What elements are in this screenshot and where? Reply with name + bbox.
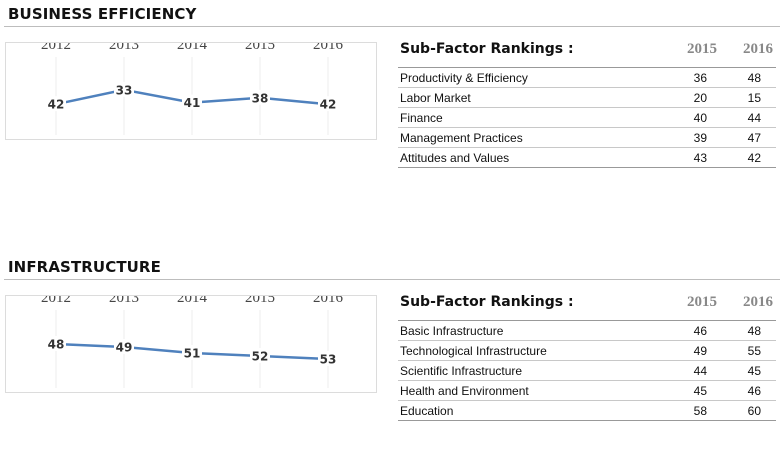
rank-2016: 45 bbox=[747, 364, 761, 378]
rank-2015: 44 bbox=[693, 364, 707, 378]
section-title: BUSINESS EFFICIENCY bbox=[8, 5, 197, 23]
table-row: Basic Infrastructure 46 48 bbox=[398, 321, 776, 341]
subfactor-name: Education bbox=[400, 404, 454, 418]
x-tick-label: 2014 bbox=[177, 43, 208, 53]
table-row: Finance 40 44 bbox=[398, 108, 776, 128]
table-row: Education 58 60 bbox=[398, 401, 776, 421]
x-tick-label: 2013 bbox=[109, 43, 139, 53]
rank-2016: 55 bbox=[747, 344, 761, 358]
table-row: Technological Infrastructure 49 55 bbox=[398, 341, 776, 361]
data-label: 42 bbox=[320, 98, 337, 112]
subfactor-name: Finance bbox=[400, 111, 443, 125]
data-label: 41 bbox=[184, 96, 201, 110]
rank-2016: 44 bbox=[747, 111, 761, 125]
data-label-bg bbox=[114, 81, 134, 97]
rank-2015: 46 bbox=[693, 324, 707, 338]
rank-2015: 39 bbox=[693, 131, 707, 145]
data-label-bg bbox=[46, 96, 66, 112]
section-title: INFRASTRUCTURE bbox=[8, 258, 161, 276]
rank-2016: 60 bbox=[747, 404, 761, 418]
subfactor-name: Basic Infrastructure bbox=[400, 324, 504, 338]
year-header-2016: 2016 bbox=[743, 294, 773, 310]
data-label: 38 bbox=[252, 91, 269, 105]
rank-2015: 45 bbox=[693, 384, 707, 398]
x-tick-label: 2016 bbox=[313, 296, 344, 306]
year-header-2016: 2016 bbox=[743, 41, 773, 57]
table-row: Labor Market 20 15 bbox=[398, 88, 776, 108]
chart-svg: 2012 2013 2014 2015 2016 42 33 41 38 42 bbox=[41, 43, 344, 135]
rank-2015: 58 bbox=[693, 404, 707, 418]
subfactor-name: Productivity & Efficiency bbox=[400, 71, 528, 85]
x-tick-label: 2012 bbox=[41, 296, 71, 306]
year-header-2015: 2015 bbox=[687, 294, 717, 310]
data-label: 33 bbox=[116, 83, 133, 97]
rank-2016: 48 bbox=[747, 71, 761, 85]
table-row: Productivity & Efficiency 36 48 bbox=[398, 68, 776, 88]
subfactor-heading: Sub-Factor Rankings : bbox=[400, 294, 574, 310]
rank-2015: 36 bbox=[693, 71, 707, 85]
data-label: 48 bbox=[48, 338, 65, 352]
data-label-bg bbox=[182, 94, 202, 110]
rank-2016: 42 bbox=[747, 151, 761, 165]
subfactor-name: Attitudes and Values bbox=[400, 151, 510, 165]
data-label-bg bbox=[46, 336, 66, 351]
data-label: 42 bbox=[48, 98, 65, 112]
x-tick-label: 2015 bbox=[245, 296, 275, 306]
table-row: Health and Environment 45 46 bbox=[398, 381, 776, 401]
subfactor-name: Labor Market bbox=[400, 91, 471, 105]
table-row: Attitudes and Values 43 42 bbox=[398, 148, 776, 168]
subfactor-table: Basic Infrastructure 46 48 Technological… bbox=[398, 320, 776, 421]
ranking-line-chart: 2012 2013 2014 2015 2016 48 49 51 52 53 bbox=[5, 295, 377, 393]
section-business-efficiency: BUSINESS EFFICIENCY 2012 2013 2014 2015 2016… bbox=[0, 0, 784, 200]
subfactor-table: Productivity & Efficiency 36 48 Labor Ma… bbox=[398, 67, 776, 168]
data-label: 51 bbox=[184, 347, 201, 361]
x-tick-label: 2012 bbox=[41, 43, 71, 53]
data-label: 53 bbox=[320, 353, 337, 367]
data-label-bg bbox=[250, 348, 270, 363]
data-label-bg bbox=[250, 89, 270, 105]
data-label-bg bbox=[114, 339, 134, 354]
rank-2016: 46 bbox=[747, 384, 761, 398]
data-label-bg bbox=[182, 345, 202, 360]
x-tick-label: 2015 bbox=[245, 43, 275, 53]
section-divider bbox=[4, 26, 780, 27]
subfactor-heading: Sub-Factor Rankings : bbox=[400, 41, 574, 57]
x-tick-label: 2013 bbox=[109, 296, 139, 306]
subfactor-name: Scientific Infrastructure bbox=[400, 364, 523, 378]
rank-2015: 20 bbox=[693, 91, 707, 105]
chart-svg: 2012 2013 2014 2015 2016 48 49 51 52 53 bbox=[41, 296, 344, 388]
section-divider bbox=[4, 279, 780, 280]
rank-2015: 40 bbox=[693, 111, 707, 125]
table-row: Scientific Infrastructure 44 45 bbox=[398, 361, 776, 381]
data-label: 49 bbox=[116, 341, 133, 355]
subfactor-name: Technological Infrastructure bbox=[400, 344, 547, 358]
rank-2016: 15 bbox=[747, 91, 761, 105]
data-label-bg bbox=[318, 96, 338, 112]
rank-2015: 43 bbox=[693, 151, 707, 165]
table-row: Management Practices 39 47 bbox=[398, 128, 776, 148]
x-tick-label: 2016 bbox=[313, 43, 344, 53]
year-header-2015: 2015 bbox=[687, 41, 717, 57]
rank-2016: 48 bbox=[747, 324, 761, 338]
rank-2015: 49 bbox=[693, 344, 707, 358]
subfactor-name: Management Practices bbox=[400, 131, 523, 145]
subfactor-name: Health and Environment bbox=[400, 384, 529, 398]
data-label: 52 bbox=[252, 350, 269, 364]
x-tick-label: 2014 bbox=[177, 296, 208, 306]
rank-2016: 47 bbox=[747, 131, 761, 145]
section-infrastructure: INFRASTRUCTURE 2012 2013 2014 2015 2016 48 49 5… bbox=[0, 253, 784, 453]
data-label-bg bbox=[318, 351, 338, 366]
ranking-line-chart: 2012 2013 2014 2015 2016 42 33 41 38 42 bbox=[5, 42, 377, 140]
